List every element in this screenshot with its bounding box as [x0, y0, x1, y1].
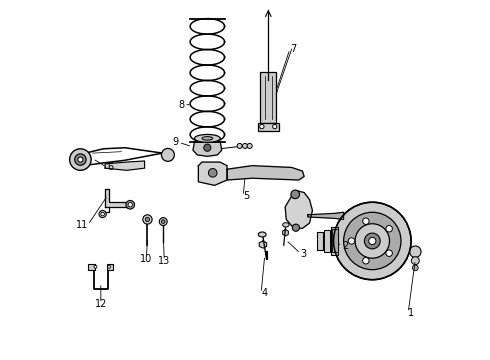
- FancyBboxPatch shape: [107, 264, 113, 270]
- FancyBboxPatch shape: [88, 264, 95, 270]
- FancyBboxPatch shape: [260, 72, 276, 123]
- Text: 3: 3: [300, 248, 307, 258]
- Polygon shape: [193, 142, 221, 156]
- Polygon shape: [105, 161, 145, 170]
- Circle shape: [343, 212, 401, 270]
- Circle shape: [108, 265, 111, 268]
- Circle shape: [247, 143, 252, 148]
- Text: 7: 7: [290, 44, 296, 54]
- Text: 4: 4: [261, 288, 267, 298]
- Circle shape: [368, 237, 376, 244]
- Text: 11: 11: [75, 220, 88, 230]
- FancyBboxPatch shape: [317, 232, 323, 250]
- Circle shape: [410, 246, 421, 257]
- Text: 13: 13: [158, 256, 171, 266]
- Circle shape: [128, 203, 132, 207]
- FancyBboxPatch shape: [331, 226, 338, 255]
- Circle shape: [143, 215, 152, 224]
- Circle shape: [413, 265, 418, 271]
- Circle shape: [260, 125, 264, 129]
- Circle shape: [161, 220, 165, 224]
- Polygon shape: [283, 229, 288, 236]
- Text: 9: 9: [172, 138, 179, 147]
- FancyBboxPatch shape: [258, 123, 279, 131]
- Circle shape: [94, 265, 97, 268]
- Circle shape: [74, 154, 86, 165]
- Text: 2: 2: [342, 241, 348, 251]
- Circle shape: [204, 144, 211, 151]
- Circle shape: [293, 224, 299, 231]
- FancyBboxPatch shape: [324, 230, 330, 252]
- Circle shape: [386, 225, 392, 232]
- Circle shape: [146, 217, 149, 222]
- Circle shape: [237, 143, 242, 148]
- Circle shape: [126, 201, 135, 209]
- Circle shape: [355, 224, 390, 258]
- Polygon shape: [105, 189, 128, 207]
- Circle shape: [272, 125, 277, 129]
- Circle shape: [334, 202, 411, 280]
- Ellipse shape: [195, 134, 220, 142]
- Text: 5: 5: [243, 191, 249, 201]
- Circle shape: [386, 250, 392, 256]
- Circle shape: [363, 257, 369, 264]
- Circle shape: [159, 218, 167, 226]
- Text: 12: 12: [95, 299, 107, 309]
- Circle shape: [161, 148, 174, 161]
- Circle shape: [291, 190, 299, 199]
- Circle shape: [243, 143, 247, 148]
- Circle shape: [208, 168, 217, 177]
- Ellipse shape: [202, 136, 213, 140]
- Circle shape: [78, 157, 83, 162]
- Circle shape: [363, 218, 369, 224]
- Text: 10: 10: [140, 254, 152, 264]
- Text: 8: 8: [178, 100, 184, 110]
- Polygon shape: [308, 212, 343, 220]
- Circle shape: [412, 257, 419, 265]
- Ellipse shape: [258, 232, 266, 237]
- Polygon shape: [285, 191, 313, 228]
- Circle shape: [101, 212, 104, 216]
- Circle shape: [348, 238, 355, 244]
- Circle shape: [70, 149, 91, 170]
- Ellipse shape: [283, 223, 289, 227]
- Text: 6: 6: [107, 162, 113, 172]
- FancyBboxPatch shape: [332, 229, 338, 252]
- Polygon shape: [259, 241, 267, 248]
- Polygon shape: [227, 166, 304, 180]
- Text: 1: 1: [408, 308, 414, 318]
- Circle shape: [365, 233, 380, 249]
- Polygon shape: [198, 162, 227, 185]
- Circle shape: [99, 211, 106, 218]
